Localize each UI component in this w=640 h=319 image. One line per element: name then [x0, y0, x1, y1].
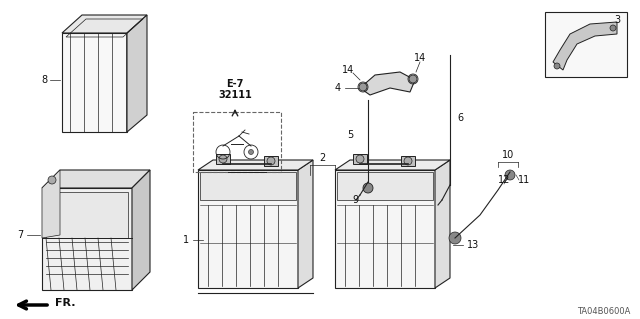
Circle shape [610, 25, 616, 31]
Bar [200, 172, 296, 200]
Polygon shape [42, 170, 60, 238]
Polygon shape [298, 160, 313, 288]
Text: 32111: 32111 [218, 90, 252, 100]
Circle shape [248, 150, 253, 154]
Circle shape [409, 75, 417, 83]
Text: 1: 1 [183, 235, 189, 245]
Text: 9: 9 [352, 195, 358, 205]
Circle shape [505, 170, 515, 180]
Bar [401, 156, 415, 166]
Polygon shape [42, 188, 132, 290]
Text: 14: 14 [414, 53, 426, 63]
Polygon shape [42, 170, 150, 188]
Text: 11: 11 [518, 175, 530, 185]
Circle shape [404, 157, 412, 165]
Text: 13: 13 [467, 240, 479, 250]
Text: 6: 6 [457, 113, 463, 123]
Polygon shape [198, 160, 313, 170]
Bar [193, 112, 281, 172]
Circle shape [449, 232, 461, 244]
Polygon shape [553, 22, 617, 70]
Text: 14: 14 [342, 65, 354, 75]
Text: 4: 4 [335, 83, 341, 93]
Polygon shape [335, 160, 450, 170]
Bar [337, 172, 433, 200]
Text: 12: 12 [498, 175, 510, 185]
Polygon shape [435, 160, 450, 288]
Bar [335, 170, 435, 288]
Text: 7: 7 [17, 230, 23, 240]
Circle shape [554, 63, 560, 69]
Bar [353, 154, 367, 164]
Bar [198, 170, 298, 288]
Polygon shape [360, 72, 415, 95]
Polygon shape [62, 15, 147, 33]
Circle shape [363, 183, 373, 193]
Text: 5: 5 [347, 130, 353, 140]
Text: 10: 10 [502, 150, 514, 160]
Bar [264, 156, 278, 166]
Polygon shape [127, 15, 147, 132]
Circle shape [356, 155, 364, 163]
Polygon shape [62, 33, 127, 132]
Circle shape [359, 83, 367, 91]
Polygon shape [46, 192, 128, 238]
Bar [216, 154, 230, 164]
Text: FR.: FR. [55, 298, 76, 308]
Circle shape [267, 157, 275, 165]
Polygon shape [132, 170, 150, 290]
Text: 2: 2 [319, 153, 325, 163]
Text: 3: 3 [614, 15, 620, 25]
Text: E-7: E-7 [227, 79, 244, 89]
Bar [545, 12, 627, 77]
Text: TA04B0600A: TA04B0600A [577, 308, 630, 316]
Text: 8: 8 [41, 75, 47, 85]
Circle shape [219, 155, 227, 163]
Circle shape [48, 176, 56, 184]
